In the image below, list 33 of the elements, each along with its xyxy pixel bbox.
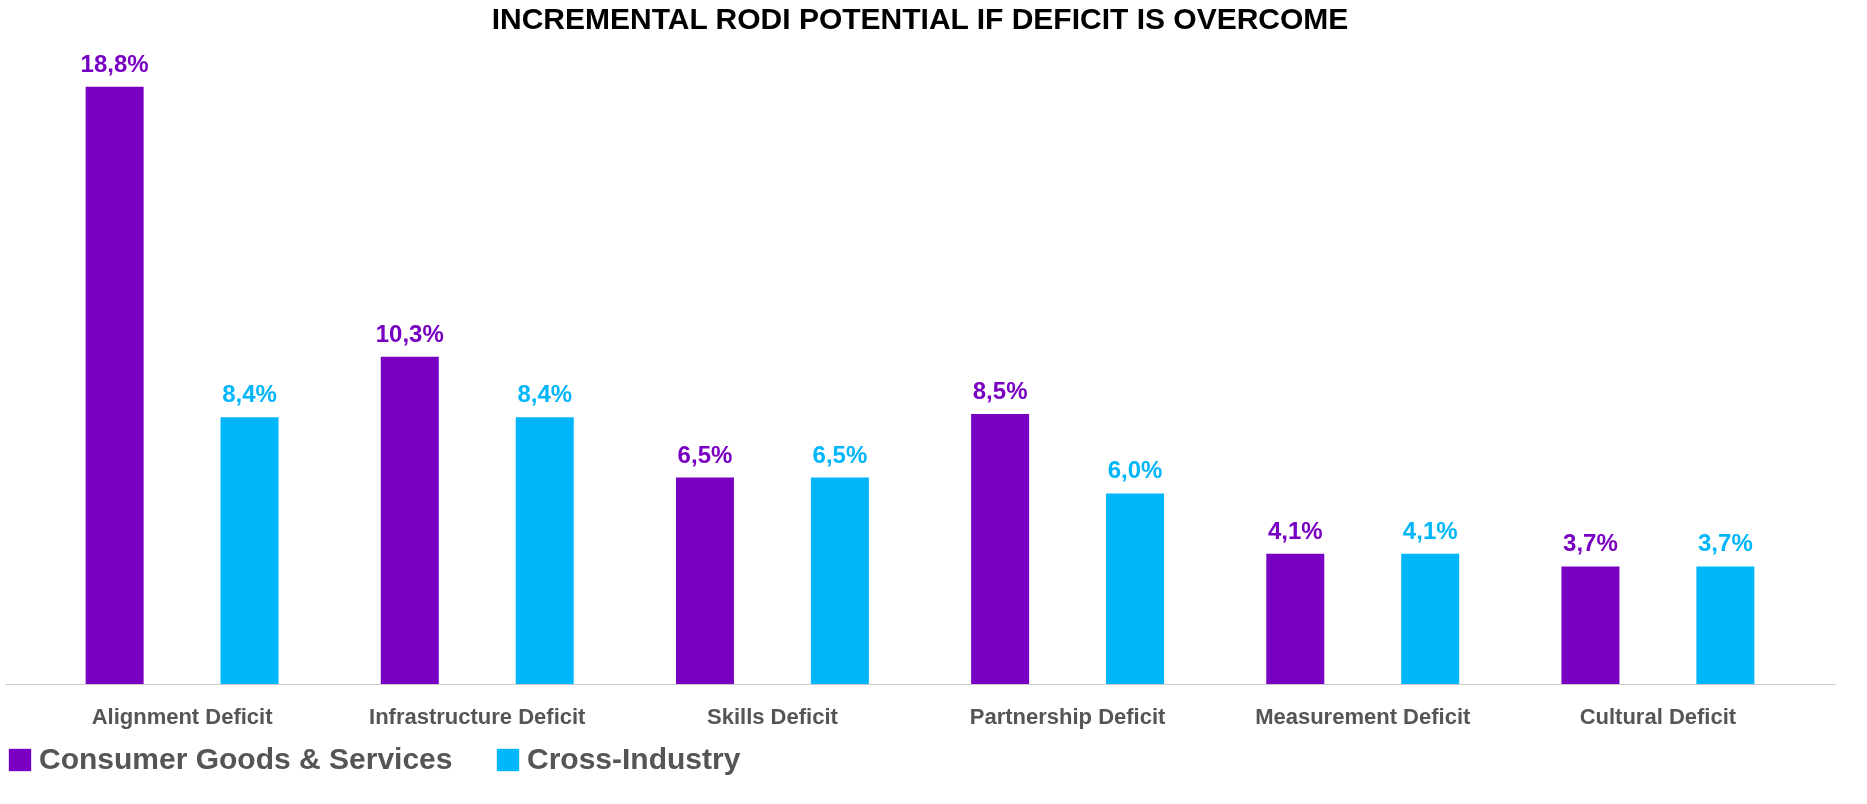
- x-tick-label: Alignment Deficit: [91, 703, 274, 729]
- bar: [1561, 566, 1620, 684]
- data-label: 8,5%: [972, 376, 1028, 404]
- data-label: 6,5%: [677, 440, 733, 468]
- bar: [1266, 553, 1325, 684]
- chart-title: INCREMENTAL RODI POTENTIAL IF DEFICIT IS OVERCOME: [491, 2, 1349, 35]
- x-tick-label: Cultural Deficit: [1579, 703, 1737, 729]
- bar: [1696, 566, 1755, 684]
- bar: [515, 417, 574, 684]
- data-label: 3,7%: [1698, 529, 1753, 557]
- data-label: 6,5%: [812, 440, 868, 468]
- data-label: 4,1%: [1267, 516, 1323, 544]
- data-label: 8,4%: [222, 380, 277, 408]
- data-label: 6,0%: [1107, 456, 1163, 484]
- legend-label: Consumer Goods & Services: [39, 742, 453, 775]
- data-label: 3,7%: [1563, 529, 1618, 557]
- x-tick-label: Measurement Deficit: [1255, 703, 1471, 729]
- bar: [85, 86, 144, 684]
- bar: [220, 417, 279, 684]
- legend-label: Cross-Industry: [527, 742, 741, 775]
- bar: [810, 477, 869, 684]
- data-label: 4,1%: [1402, 516, 1458, 544]
- bar: [1106, 493, 1165, 684]
- data-label: 8,4%: [517, 380, 573, 408]
- bar: [380, 356, 439, 684]
- x-tick-label: Infrastructure Deficit: [369, 703, 587, 729]
- bar: [675, 477, 734, 684]
- data-label: 18,8%: [80, 49, 149, 77]
- bar: [1401, 553, 1460, 684]
- x-tick-label: Partnership Deficit: [969, 703, 1167, 729]
- data-label: 10,3%: [375, 319, 444, 347]
- x-tick-label: Skills Deficit: [707, 703, 839, 729]
- bar: [971, 413, 1030, 684]
